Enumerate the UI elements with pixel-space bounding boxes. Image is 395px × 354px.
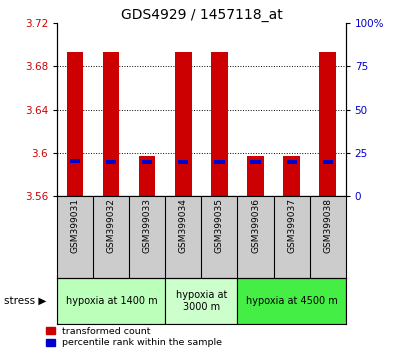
Text: hypoxia at 1400 m: hypoxia at 1400 m — [66, 296, 157, 306]
Text: stress ▶: stress ▶ — [4, 296, 46, 306]
Legend: transformed count, percentile rank within the sample: transformed count, percentile rank withi… — [44, 325, 224, 349]
Bar — [323, 160, 333, 164]
Bar — [67, 52, 83, 196]
Text: GSM399036: GSM399036 — [251, 198, 260, 253]
Bar — [179, 160, 188, 164]
Text: GSM399034: GSM399034 — [179, 198, 188, 253]
Text: GSM399031: GSM399031 — [71, 198, 80, 253]
Bar — [247, 156, 263, 196]
Bar — [175, 52, 192, 196]
Bar — [211, 52, 228, 196]
Bar — [57, 278, 166, 324]
Bar — [139, 156, 156, 196]
Bar — [320, 52, 336, 196]
Text: GSM399038: GSM399038 — [323, 198, 332, 253]
Text: GSM399035: GSM399035 — [215, 198, 224, 253]
Bar — [70, 159, 80, 162]
Text: hypoxia at 4500 m: hypoxia at 4500 m — [246, 296, 337, 306]
Bar — [103, 52, 119, 196]
Bar — [284, 156, 300, 196]
Text: hypoxia at
3000 m: hypoxia at 3000 m — [176, 290, 227, 312]
Text: GSM399032: GSM399032 — [107, 198, 116, 253]
Bar — [106, 160, 117, 164]
Bar — [214, 160, 224, 164]
Text: GSM399037: GSM399037 — [287, 198, 296, 253]
Bar — [142, 160, 152, 164]
Bar — [237, 278, 346, 324]
Bar — [250, 160, 261, 164]
Bar — [286, 160, 297, 164]
Text: GSM399033: GSM399033 — [143, 198, 152, 253]
Bar — [166, 278, 237, 324]
Title: GDS4929 / 1457118_at: GDS4929 / 1457118_at — [120, 8, 282, 22]
